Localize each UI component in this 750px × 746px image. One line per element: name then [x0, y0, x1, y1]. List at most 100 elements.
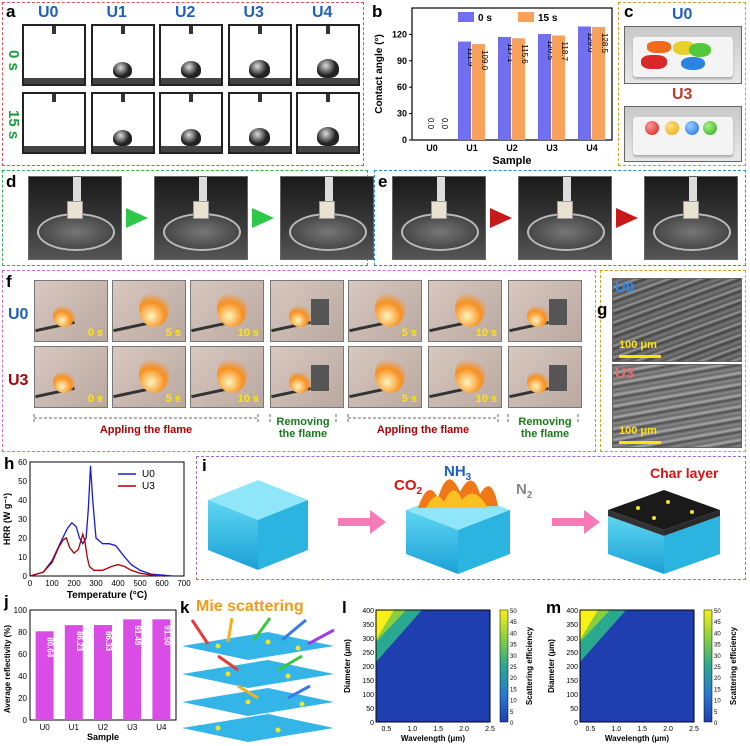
petri-dish [163, 213, 241, 251]
colorbar [499, 609, 509, 723]
x-tick-label: U0 [426, 143, 438, 153]
y-axis-label: HRR (W g⁻¹) [2, 493, 12, 545]
sem-u3: U3 100 μm [612, 364, 742, 448]
y-tick-label: 0 [23, 572, 28, 581]
y-tick-label: 50 [570, 706, 578, 713]
charred-sample [549, 299, 567, 325]
holder [563, 177, 571, 203]
panel-e-frame [374, 170, 746, 266]
flame-photo: 5 s [348, 280, 422, 342]
flame [455, 291, 485, 327]
bar-U4 [152, 619, 171, 720]
sample [431, 201, 447, 219]
plot-frame [375, 609, 491, 723]
sem-u3-scale: 100 μm [619, 425, 657, 437]
panel-h-label: h [4, 454, 15, 473]
colorbar-tick-label: 25 [510, 665, 517, 671]
series-line-U0 [29, 465, 174, 577]
x-tick-label: U4 [586, 143, 598, 153]
sample [683, 201, 699, 219]
y-tick-label: 150 [362, 678, 374, 685]
droplet [316, 126, 340, 146]
bar-15s-U4 [592, 26, 605, 141]
charred-sample [311, 365, 329, 391]
flame-photo: 5 s [348, 346, 422, 408]
flame-photo [270, 280, 344, 342]
panel-c-label: c [624, 2, 634, 21]
x-tick-label: 0 [28, 579, 33, 588]
bar-15s-U2 [512, 38, 525, 140]
flame [289, 305, 311, 327]
time-label: 10 s [475, 393, 497, 405]
sample-title-U2: U2 [175, 4, 196, 21]
droplet-photo [22, 24, 86, 86]
panel-c-top-photo [624, 26, 742, 84]
needle [326, 94, 330, 102]
y-tick-label: 200 [566, 664, 578, 671]
panel-f-row2-label: U3 [8, 372, 29, 389]
bar-U2 [94, 625, 112, 720]
dish-d-photo-1 [28, 176, 122, 260]
panel-f-brackets [33, 414, 579, 422]
series-line-U3 [29, 531, 163, 577]
x-tick-label: 200 [67, 579, 81, 588]
droplet [248, 59, 271, 78]
flame-photo: 10 s [428, 346, 502, 408]
panel-c-bottom-title: U3 [672, 86, 693, 103]
charred-sample [311, 299, 329, 325]
droplet [112, 61, 133, 78]
colorbar-tick-label: 5 [510, 710, 514, 716]
needle [326, 26, 330, 34]
bar-value-label: 80.64 [46, 637, 55, 658]
droplet-photo [227, 92, 292, 154]
caption-applying-2: Appling the flame [376, 424, 470, 436]
flame [375, 291, 405, 327]
substrate [161, 146, 221, 152]
y-axis-label: Diameter (μm) [547, 639, 556, 693]
time-label: 5 s [401, 393, 417, 405]
dish-d-photo-3 [280, 176, 374, 260]
charred-sample [549, 365, 567, 391]
y-tick-label: 250 [566, 650, 578, 657]
sample-title-U0: U0 [38, 4, 59, 21]
needle [120, 94, 125, 102]
row-label-0: 0 s [5, 50, 22, 71]
dish-e-photo-2 [518, 176, 612, 260]
x-tick-label: 1.5 [637, 726, 647, 733]
panel-f-row1-label: U0 [8, 306, 29, 323]
panel-c-frame [618, 2, 746, 166]
substrate [24, 78, 84, 84]
x-tick-label: 2.5 [689, 726, 699, 733]
y-tick-label: 60 [397, 82, 407, 92]
colorbar-tick-label: 5 [714, 710, 718, 716]
plot-frame [579, 609, 695, 723]
flame [53, 305, 75, 327]
droplet [316, 58, 340, 78]
droplet [248, 127, 271, 146]
bar-value-label: 109.0 [480, 50, 489, 71]
colorbar-tick-label: 20 [714, 676, 721, 682]
legend-label-1: 15 s [538, 13, 558, 24]
substrate [161, 78, 221, 84]
panel-c-bottom-photo [624, 106, 742, 162]
y-tick-label: 40 [18, 496, 27, 505]
panel-f-label: f [6, 272, 12, 291]
y-tick-label: 30 [397, 109, 407, 119]
x-tick-label: U2 [98, 723, 109, 732]
colorbar-tick-label: 0 [714, 721, 718, 727]
x-axis-label: Wavelength (μm) [401, 734, 465, 743]
x-tick-label: U2 [506, 143, 518, 153]
holder [689, 177, 697, 203]
flame-photo [270, 346, 344, 408]
y-tick-label: 350 [566, 622, 578, 629]
y-tick-label: 0 [370, 720, 374, 727]
flame [139, 357, 169, 393]
bar-value-label: 0.0 [426, 118, 435, 130]
droplet [180, 60, 202, 78]
block-burning [406, 479, 510, 574]
time-label: 0 s [87, 327, 103, 339]
nh3-text: NH3 [444, 463, 472, 483]
y-tick-label: 150 [566, 678, 578, 685]
y-tick-label: 60 [18, 650, 27, 659]
